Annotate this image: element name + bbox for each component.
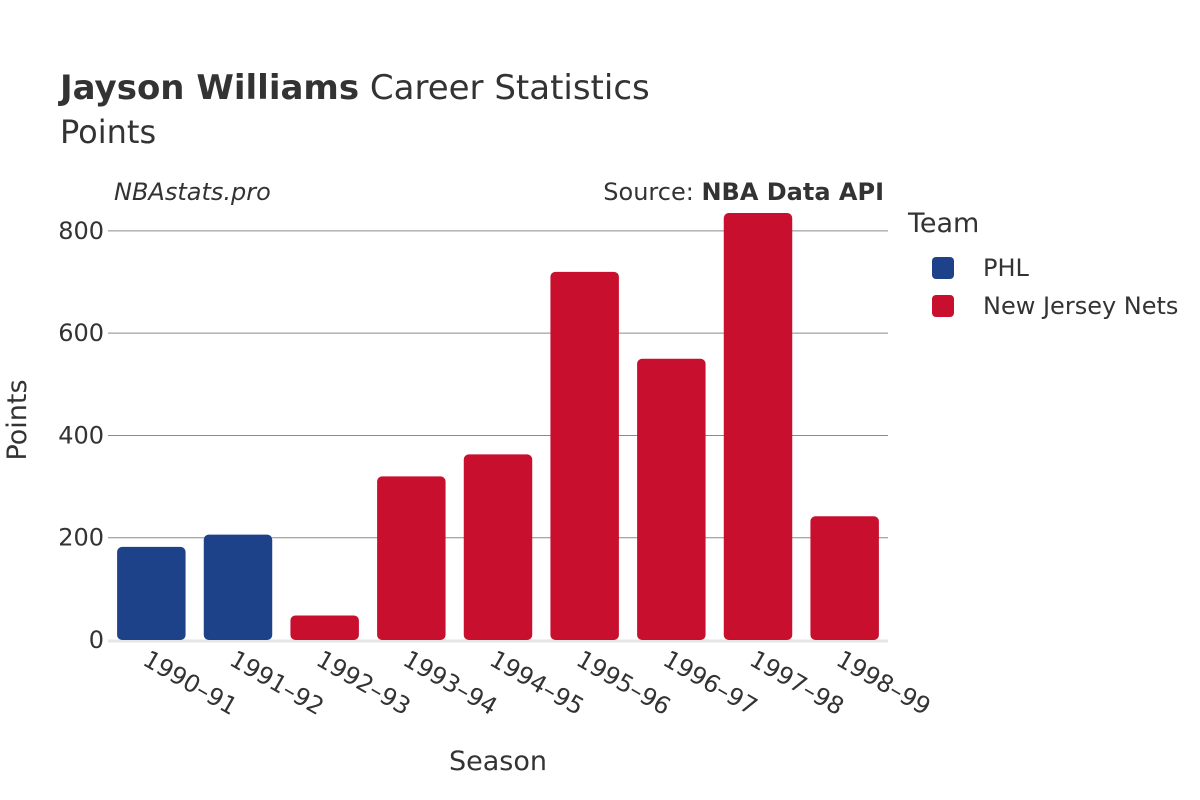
legend-swatch-phl xyxy=(932,257,954,279)
bar[interactable] xyxy=(723,213,793,641)
legend-label-nets: New Jersey Nets xyxy=(983,292,1179,320)
source-prefix: Source: xyxy=(603,178,702,206)
bar[interactable] xyxy=(117,546,186,640)
x-tick-label: 1991–92 xyxy=(225,645,329,721)
y-tick-label: 0 xyxy=(89,626,104,654)
x-tick-label: 1996–97 xyxy=(658,645,762,721)
legend-label-phl: PHL xyxy=(983,254,1029,282)
bar[interactable] xyxy=(377,476,446,640)
chart-subtitle: Points xyxy=(60,113,157,151)
x-axis-label: Season xyxy=(449,746,547,777)
x-tick-label: 1997–98 xyxy=(745,645,849,721)
legend-item-phl[interactable]: PHL xyxy=(908,249,1178,287)
bars xyxy=(117,213,879,641)
player-name: Jayson Williams xyxy=(60,68,360,108)
y-tick-label: 400 xyxy=(58,421,104,449)
y-tick-labels: 0 200 400 600 800 xyxy=(58,217,104,654)
x-tick-label: 1995–96 xyxy=(572,645,676,721)
legend-swatch-nets xyxy=(932,295,954,317)
bar[interactable] xyxy=(463,454,533,640)
title-suffix: Career Statistics xyxy=(359,68,650,108)
x-tick-labels: 1990–911991–921992–931993–941994–951995–… xyxy=(138,645,935,721)
y-tick-label: 800 xyxy=(58,217,104,245)
y-tick-label: 200 xyxy=(58,524,104,552)
legend: Team PHL New Jersey Nets xyxy=(908,208,1178,325)
bar[interactable] xyxy=(203,534,273,640)
x-tick-label: 1993–94 xyxy=(398,645,502,721)
bar[interactable] xyxy=(290,615,359,640)
bar[interactable] xyxy=(637,358,706,640)
y-axis-label: Points xyxy=(2,379,33,460)
chart-title: Jayson Williams Career Statistics xyxy=(60,68,650,108)
x-tick-label: 1994–95 xyxy=(485,645,589,721)
bar[interactable] xyxy=(810,516,879,640)
y-tick-label: 600 xyxy=(58,319,104,347)
watermark: NBAstats.pro xyxy=(114,178,271,206)
x-tick-label: 1992–93 xyxy=(312,645,416,721)
x-tick-label: 1990–91 xyxy=(138,645,242,721)
x-tick-label: 1998–99 xyxy=(832,645,936,721)
legend-title: Team xyxy=(908,208,980,239)
source-name: NBA Data API xyxy=(701,178,884,206)
bar[interactable] xyxy=(550,271,619,640)
source-credit: Source: NBA Data API xyxy=(603,178,884,206)
legend-item-nets[interactable]: New Jersey Nets xyxy=(908,287,1178,325)
